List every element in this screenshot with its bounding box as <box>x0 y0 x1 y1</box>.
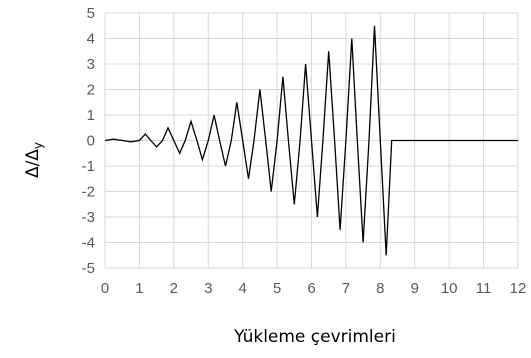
y-tick-labels: 5 4 3 2 1 0 -1 -2 -3 -4 -5 <box>82 5 95 277</box>
y-tick-label: -1 <box>82 158 95 175</box>
x-tick-label: 6 <box>307 280 315 297</box>
y-tick-label: -5 <box>82 260 95 277</box>
x-tick-label: 5 <box>273 280 281 297</box>
y-tick-label: 5 <box>87 5 95 22</box>
series-line <box>104 25 518 256</box>
x-tick-label: 10 <box>441 280 458 297</box>
y-tick-label: 4 <box>87 31 95 48</box>
y-tick-label: -3 <box>82 209 95 226</box>
y-tick-label: -2 <box>82 184 95 201</box>
x-tick-label: 9 <box>411 280 419 297</box>
y-tick-label: 0 <box>87 133 95 150</box>
x-tick-label: 2 <box>170 280 178 297</box>
y-axis-title-subscript: y <box>31 142 45 149</box>
x-tick-label: 1 <box>135 280 143 297</box>
x-tick-labels: 0 1 2 3 4 5 6 7 8 9 10 11 12 <box>101 280 527 297</box>
x-tick-label: 12 <box>510 280 527 297</box>
y-tick-label: -4 <box>82 235 95 252</box>
y-tick-label: 3 <box>87 56 95 73</box>
x-tick-label: 4 <box>238 280 246 297</box>
y-axis-title-main: Δ/Δ <box>23 149 43 178</box>
x-axis-title: Yükleme çevrimleri <box>233 327 396 347</box>
y-axis-title: Δ/Δy <box>23 142 45 178</box>
x-tick-label: 7 <box>342 280 350 297</box>
y-tick-label: 1 <box>87 107 95 124</box>
x-tick-label: 11 <box>476 280 492 297</box>
x-tick-label: 8 <box>376 280 384 297</box>
x-tick-label: 3 <box>204 280 212 297</box>
y-tick-label: 2 <box>87 82 95 99</box>
x-tick-label: 0 <box>101 280 109 297</box>
